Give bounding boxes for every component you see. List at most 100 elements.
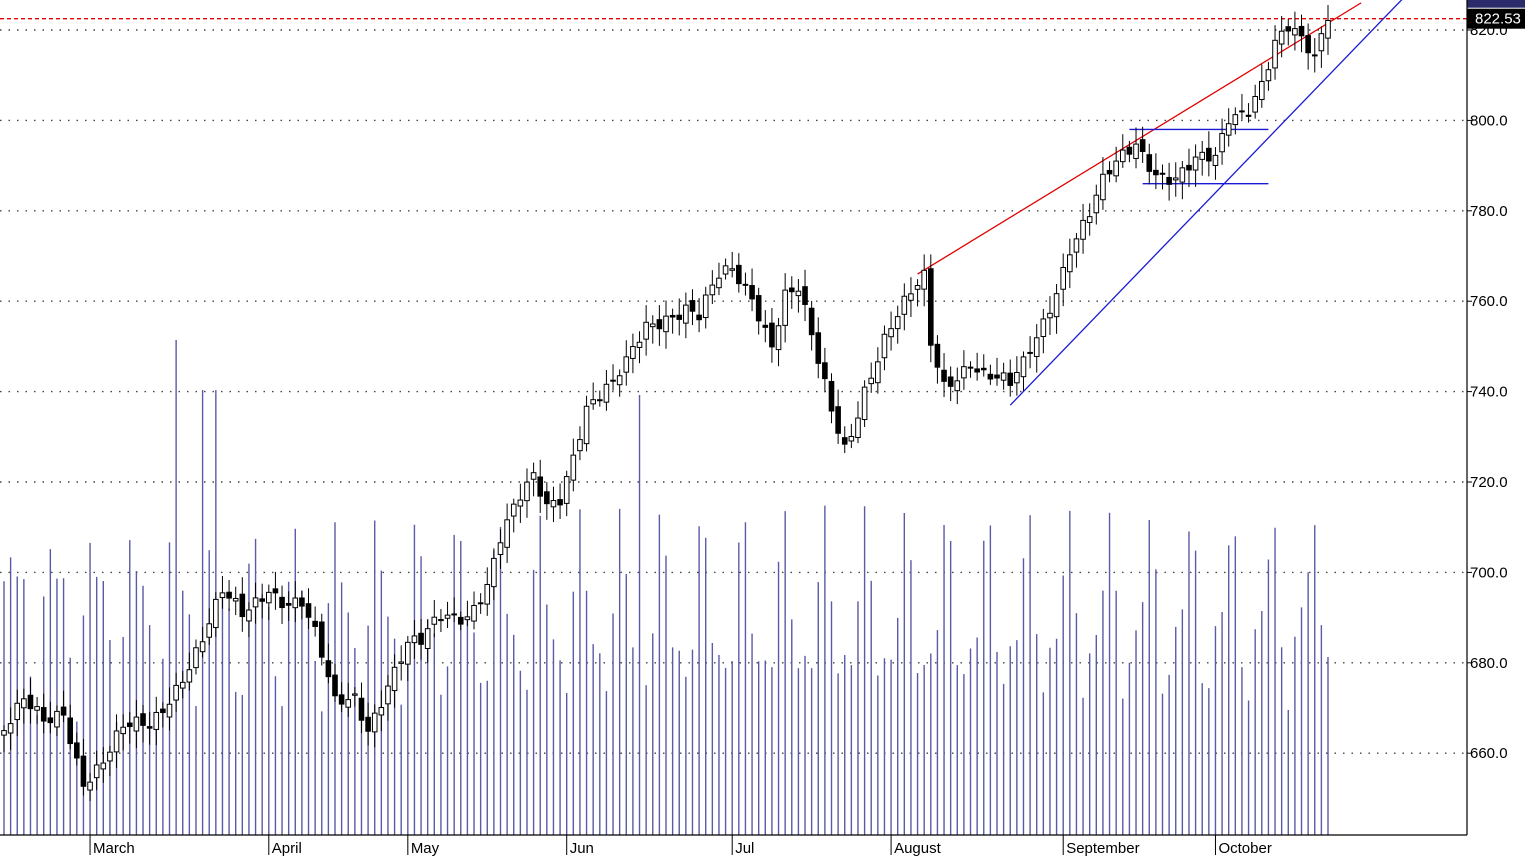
candle-down	[808, 307, 815, 336]
candle-up	[391, 666, 398, 692]
candle-down	[1305, 35, 1311, 54]
candle-up	[616, 375, 623, 386]
candle-up	[908, 293, 914, 301]
trendlines	[0, 0, 1467, 406]
candle-down	[1007, 372, 1014, 386]
candle-up	[530, 472, 537, 480]
candle-up	[1192, 156, 1199, 171]
candle-down	[544, 491, 550, 505]
candle-up	[1100, 173, 1106, 201]
candle-up	[1172, 177, 1179, 181]
candle-up	[888, 328, 894, 338]
candle-down	[239, 593, 246, 618]
candle-up	[683, 304, 689, 324]
candle-up	[107, 751, 113, 762]
candle-up	[1014, 372, 1020, 384]
candle-up	[961, 366, 967, 379]
candle-down	[815, 332, 822, 364]
candle-down	[279, 596, 285, 609]
candle-up	[1259, 80, 1265, 100]
candle-down	[994, 374, 1000, 379]
candle-up	[133, 716, 140, 732]
candle-down	[1159, 172, 1166, 175]
candle-down	[828, 380, 835, 412]
candle-up	[120, 726, 126, 735]
candle-up	[405, 641, 411, 665]
candle-down	[318, 621, 325, 658]
y-tick-label: 680.0	[1470, 655, 1508, 672]
candle-up	[709, 284, 716, 296]
candle-up	[1073, 238, 1080, 253]
candle-down	[312, 620, 318, 627]
candle-up	[610, 379, 616, 382]
candle-down	[941, 369, 947, 382]
candle-up	[21, 698, 27, 709]
candle-up	[7, 723, 14, 734]
trendline-upper-channel	[917, 2, 1362, 275]
candle-up	[385, 685, 391, 705]
candle-up	[411, 635, 418, 644]
candle-up	[87, 781, 93, 791]
candle-down	[80, 755, 87, 787]
candle-up	[1265, 69, 1272, 82]
candle-down	[557, 499, 563, 506]
candle-down	[736, 264, 742, 285]
candle-up	[848, 435, 855, 442]
candle-up	[1086, 216, 1093, 223]
candle-up	[345, 699, 352, 708]
candle-up	[213, 598, 219, 629]
candle-up	[1020, 356, 1027, 378]
candle-up	[444, 614, 451, 619]
candle-down	[1186, 164, 1192, 171]
trendline-lower-channel	[1009, 0, 1403, 406]
candle-up	[378, 707, 385, 716]
last-price-marker	[1467, 8, 1525, 29]
y-tick-label: 660.0	[1470, 745, 1508, 762]
candle-down	[597, 399, 603, 402]
candle-down	[1206, 147, 1212, 162]
volume-bars	[3, 340, 1329, 835]
candle-down	[160, 708, 166, 714]
candle-down	[451, 613, 457, 616]
candle-down	[980, 367, 987, 371]
candlesticks	[1, 5, 1331, 801]
candle-down	[60, 706, 67, 716]
candle-up	[1252, 96, 1258, 113]
candle-down	[285, 602, 292, 606]
candle-down	[974, 368, 980, 373]
candle-up	[1325, 19, 1331, 39]
candle-up	[775, 325, 782, 351]
y-tick-label: 760.0	[1470, 293, 1508, 310]
month-label: March	[93, 840, 135, 857]
candle-up	[1219, 133, 1225, 153]
candle-down	[457, 616, 464, 625]
candle-down	[272, 588, 279, 594]
candle-up	[1047, 312, 1053, 319]
candle-up	[54, 710, 60, 728]
candle-up	[782, 289, 788, 326]
y-tick-label: 700.0	[1470, 564, 1508, 581]
candle-down	[696, 314, 702, 321]
candle-up	[1133, 143, 1139, 159]
candle-up	[1000, 372, 1007, 381]
candle-down	[749, 285, 755, 300]
candle-down	[418, 632, 424, 645]
candle-down	[259, 598, 265, 602]
candle-up	[173, 684, 179, 701]
candle-down	[299, 597, 305, 607]
candle-up	[729, 268, 736, 271]
candle-down	[47, 717, 54, 724]
candle-down	[1245, 114, 1252, 117]
candle-up	[166, 703, 173, 718]
candle-up	[206, 623, 213, 638]
candle-up	[722, 265, 729, 275]
candle-up	[252, 597, 259, 608]
candle-up	[179, 681, 186, 689]
candle-down	[1126, 146, 1133, 155]
candle-up	[1067, 254, 1073, 273]
candle-up	[113, 730, 120, 753]
candle-up	[1311, 54, 1318, 57]
candle-down	[841, 437, 848, 445]
candle-down	[1027, 351, 1033, 354]
